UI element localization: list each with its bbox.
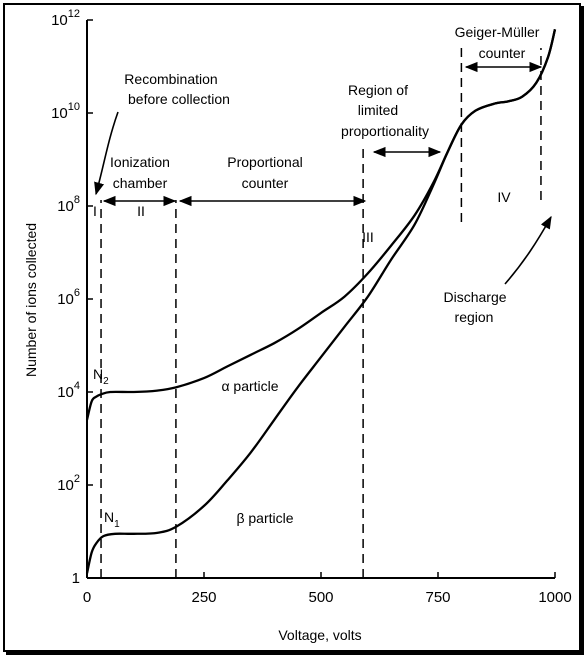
discharge-arrow (504, 215, 552, 285)
geiger-label-line1: Geiger-Müller (455, 24, 540, 40)
recombination-label-line1: Recombination (124, 71, 217, 87)
recombination-label-line2: before collection (128, 91, 230, 107)
y-tick-label: 1012 (51, 8, 80, 29)
n1-marker: N1 (104, 509, 120, 530)
n2-marker: N2 (93, 366, 109, 387)
y-axis-title: Number of ions collected (23, 223, 39, 377)
x-tick-label: 500 (308, 589, 333, 606)
proportional-label-line2: counter (242, 175, 289, 191)
beta-series-label: β particle (236, 510, 293, 526)
region-numeral-2: II (137, 203, 145, 219)
figure-frame (3, 3, 581, 652)
region-numeral-1: I (93, 203, 97, 219)
discharge-label-line2: region (455, 309, 494, 325)
y-tick-label: 104 (57, 380, 80, 401)
geiger-label-line2: counter (479, 45, 526, 61)
ionization-label-line2: chamber (113, 175, 168, 191)
recombination-arrow (94, 111, 119, 196)
x-tick-label: 0 (83, 589, 91, 606)
limited-label-line1: Region of (348, 82, 408, 98)
discharge-label-line1: Discharge (443, 289, 506, 305)
beta-curve (85, 29, 557, 574)
alpha-series-label: α particle (221, 378, 278, 394)
proportional-label-line1: Proportional (227, 154, 303, 170)
y-tick-label: 1 (72, 570, 80, 587)
x-tick-label: 250 (191, 589, 216, 606)
y-tick-label: 1010 (51, 101, 80, 122)
limited-label-line3: proportionality (341, 123, 429, 139)
x-tick-label: 750 (425, 589, 450, 606)
limited-label-line2: limited (358, 102, 398, 118)
x-tick-label: 1000 (538, 589, 571, 606)
ionization-label-line1: Ionization (110, 154, 170, 170)
x-axis-title: Voltage, volts (278, 627, 361, 643)
region-numeral-4: IV (497, 189, 511, 205)
region-numeral-3: III (362, 229, 374, 245)
y-tick-label: 108 (57, 194, 80, 215)
alpha-curve (85, 29, 557, 421)
y-tick-label: 106 (57, 287, 80, 308)
y-tick-label: 102 (57, 473, 80, 494)
